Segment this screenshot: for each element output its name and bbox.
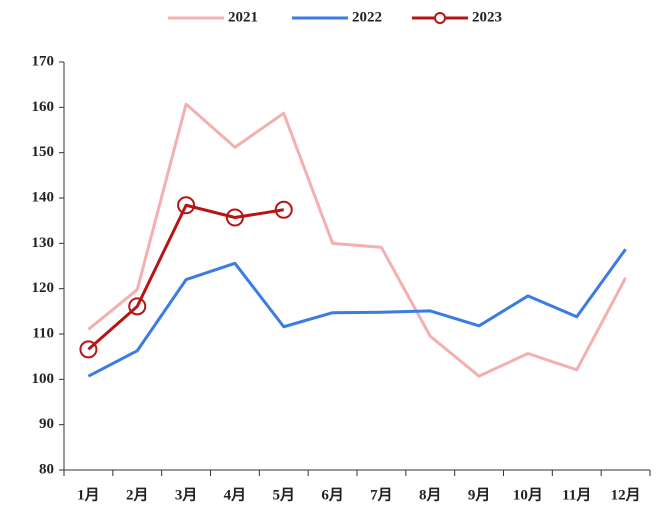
y-tick-label: 120 xyxy=(32,280,55,296)
legend-label: 2023 xyxy=(472,9,502,25)
x-tick-label: 2月 xyxy=(126,486,149,503)
x-tick-label: 9月 xyxy=(468,486,491,503)
series-line xyxy=(87,248,627,378)
series-marker xyxy=(225,208,244,227)
x-tick-label: 6月 xyxy=(321,486,344,503)
y-tick-label: 160 xyxy=(32,99,55,115)
series-marker xyxy=(274,200,293,219)
x-tick-label: 3月 xyxy=(175,486,198,503)
series-marker xyxy=(177,196,196,215)
y-tick-label: 130 xyxy=(32,235,55,251)
x-tick-label: 10月 xyxy=(513,486,543,503)
y-tick-label: 140 xyxy=(32,189,55,205)
y-tick-label: 150 xyxy=(32,144,55,160)
series-marker xyxy=(79,340,98,359)
y-tick-label: 100 xyxy=(32,371,55,387)
series-line xyxy=(87,203,284,351)
legend-label: 2021 xyxy=(228,9,258,25)
series-marker xyxy=(128,297,147,316)
x-tick-label: 12月 xyxy=(611,486,641,503)
x-tick-label: 4月 xyxy=(224,486,247,503)
legend-label: 2022 xyxy=(352,9,382,25)
y-tick-label: 80 xyxy=(39,461,54,477)
x-tick-label: 7月 xyxy=(370,486,393,503)
x-tick-label: 8月 xyxy=(419,486,442,503)
x-tick-label: 11月 xyxy=(562,486,591,503)
series-line xyxy=(87,102,627,378)
y-tick-label: 170 xyxy=(32,53,55,69)
legend-marker xyxy=(434,12,446,24)
x-tick-label: 5月 xyxy=(272,486,295,503)
y-tick-label: 90 xyxy=(39,416,54,432)
y-tick-label: 110 xyxy=(32,325,54,341)
x-tick-label: 1月 xyxy=(77,486,100,503)
